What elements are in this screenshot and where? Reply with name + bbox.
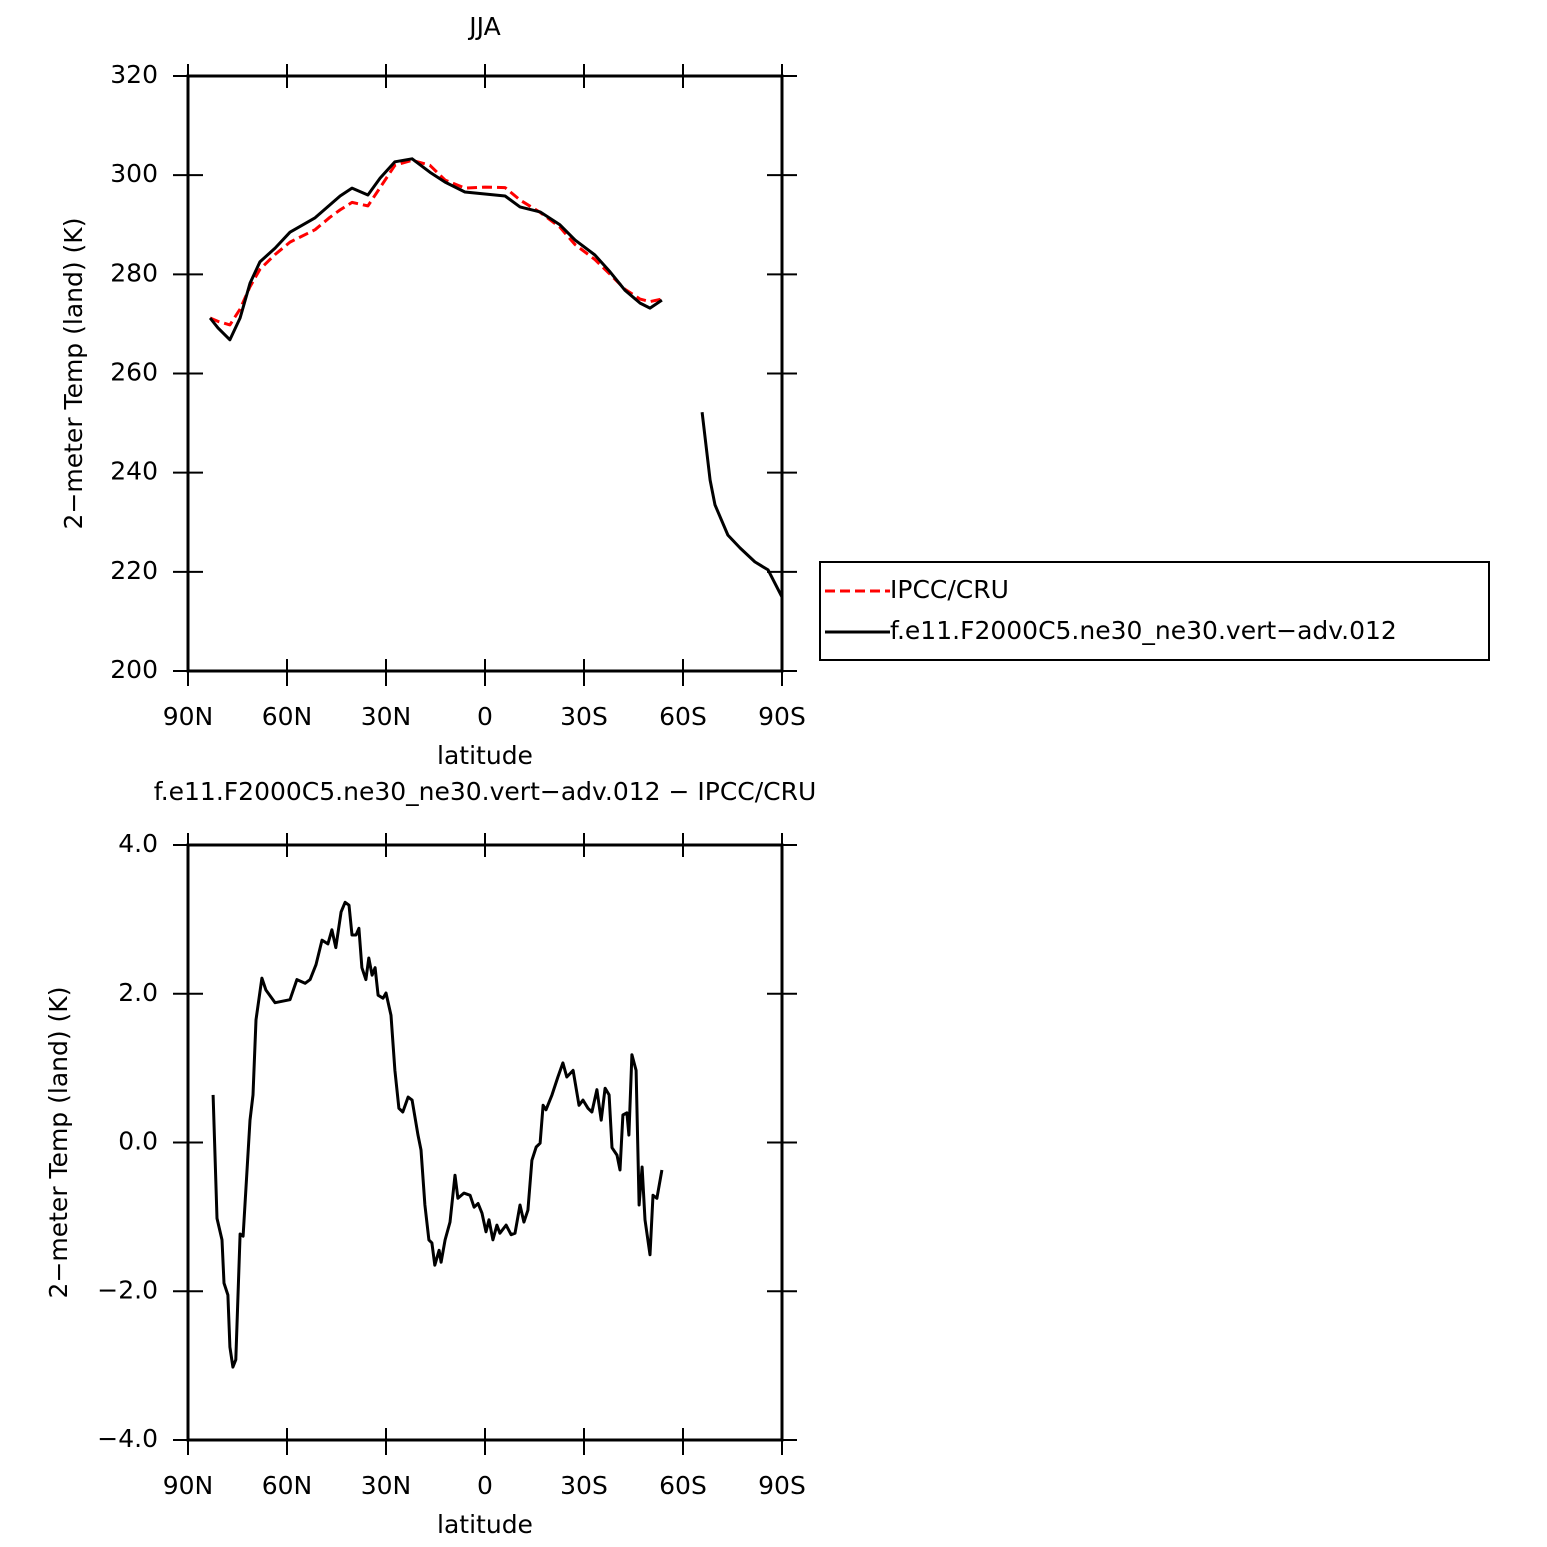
x-tick-label: 30S: [560, 1471, 608, 1500]
y-tick-label: 320: [110, 60, 158, 89]
y-tick-label: 2.0: [118, 978, 158, 1007]
y-tick-label: 280: [110, 258, 158, 287]
y-tick-label: 200: [110, 655, 158, 684]
x-tick-label: 90N: [163, 1471, 214, 1500]
x-tick-label: 90S: [758, 1471, 806, 1500]
y-tick-label: −4.0: [97, 1424, 158, 1453]
plot-frame: [186, 74, 784, 673]
y-axis-label: 2−meter Temp (land) (K): [44, 987, 73, 1299]
plot-frame: [186, 843, 784, 1442]
x-tick-label: 60N: [262, 702, 313, 731]
y-tick-label: 4.0: [118, 829, 158, 858]
x-tick-label: 0: [477, 1471, 493, 1500]
x-tick-label: 90N: [163, 702, 214, 731]
series-line: [209, 158, 663, 327]
x-tick-label: 60S: [659, 1471, 707, 1500]
y-tick-label: 0.0: [118, 1127, 158, 1156]
chart-title: f.e11.F2000C5.ne30_ne30.vert−adv.012 − I…: [154, 777, 817, 806]
y-tick-label: −2.0: [97, 1275, 158, 1304]
series-line: [211, 900, 664, 1369]
x-tick-label: 60S: [659, 702, 707, 731]
legend-label: IPCC/CRU: [890, 575, 1009, 604]
legend-label: f.e11.F2000C5.ne30_ne30.vert−adv.012: [890, 616, 1397, 645]
x-tick-label: 90S: [758, 702, 806, 731]
x-tick-label: 30S: [560, 702, 608, 731]
x-tick-label: 0: [477, 702, 493, 731]
y-tick-label: 220: [110, 556, 158, 585]
y-tick-label: 260: [110, 358, 158, 387]
x-axis-label: latitude: [437, 1510, 533, 1539]
x-tick-label: 30N: [361, 702, 412, 731]
y-tick-label: 300: [110, 159, 158, 188]
chart-title: JJA: [467, 12, 500, 41]
x-tick-label: 30N: [361, 1471, 412, 1500]
x-tick-label: 60N: [262, 1471, 313, 1500]
legend-box: [819, 561, 1490, 661]
x-axis-label: latitude: [437, 741, 533, 770]
y-tick-label: 240: [110, 457, 158, 486]
series-line: [208, 157, 784, 598]
y-axis-label: 2−meter Temp (land) (K): [59, 218, 88, 530]
